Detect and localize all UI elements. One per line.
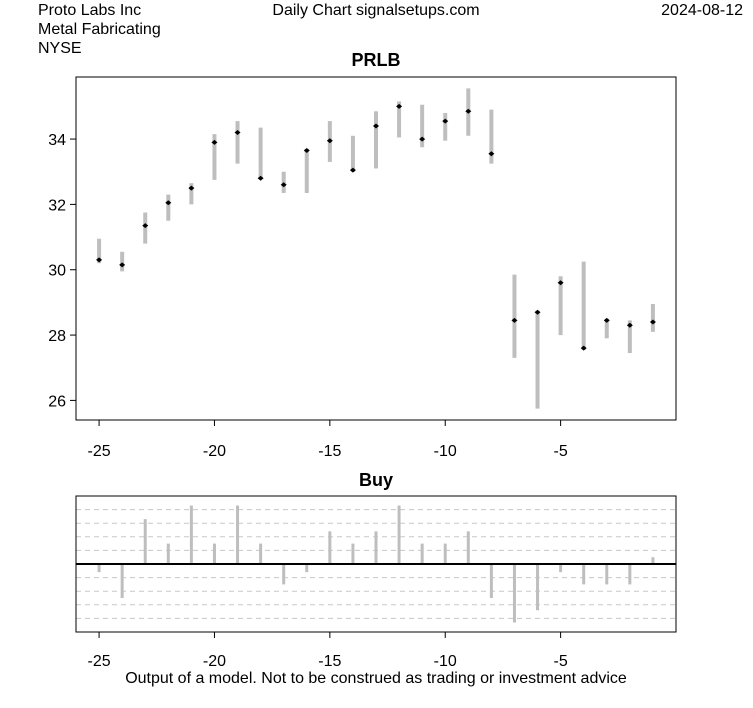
price-bar [373, 111, 379, 169]
price-bar [211, 134, 218, 180]
price-x-axis: -25 -20 -15 -10 -5 [88, 420, 568, 460]
buy-x-axis: -25 -20 -15 -10 -5 [88, 632, 568, 670]
price-bar [557, 276, 564, 336]
x-tick-label: -15 [318, 653, 341, 670]
price-bar [396, 101, 403, 138]
close-marker [119, 262, 126, 268]
x-tick-label: -15 [318, 443, 341, 460]
close-marker [465, 108, 472, 114]
price-bar [534, 309, 541, 409]
buy-panel-frame [75, 495, 677, 633]
price-bar [488, 109, 495, 164]
buy-gridlines [76, 509, 676, 619]
close-marker [211, 139, 218, 145]
price-y-axis: 26 28 30 32 34 [48, 132, 76, 410]
price-bar [165, 194, 172, 221]
price-bar [326, 121, 333, 162]
close-marker [349, 167, 356, 173]
close-marker [280, 182, 287, 188]
price-bar [142, 212, 149, 244]
chart-date: 2024-08-12 [661, 2, 743, 19]
price-panel-frame [75, 76, 677, 421]
close-marker [580, 345, 587, 351]
company-name: Proto Labs Inc [38, 2, 142, 19]
close-marker [96, 257, 103, 263]
price-bar [465, 88, 472, 136]
x-tick-label: -10 [434, 653, 457, 670]
close-marker [396, 103, 403, 109]
close-marker [326, 138, 333, 144]
close-marker [649, 319, 656, 325]
x-tick-label: -20 [203, 653, 226, 670]
y-tick-label: 28 [48, 328, 66, 345]
price-bar [649, 304, 656, 332]
price-bar [419, 104, 426, 148]
x-tick-label: -20 [203, 443, 226, 460]
x-tick-label: -10 [434, 443, 457, 460]
price-bar [303, 148, 310, 193]
close-marker [419, 136, 426, 142]
close-marker [557, 280, 564, 286]
price-bar [119, 251, 126, 272]
price-panel-title: PRLB [352, 50, 401, 70]
close-marker [626, 322, 633, 328]
x-tick-label: -5 [553, 443, 567, 460]
y-tick-label: 34 [48, 132, 66, 149]
price-bar [349, 135, 356, 173]
price-bar [626, 320, 633, 354]
exchange-label: NYSE [38, 40, 82, 57]
price-bar [580, 261, 587, 351]
price-bar [188, 183, 195, 205]
close-marker [257, 175, 264, 181]
buy-panel-title: Buy [359, 470, 393, 490]
close-marker [373, 123, 379, 129]
x-tick-label: -25 [88, 653, 111, 670]
buy-bars [97, 505, 655, 623]
close-marker [188, 185, 195, 191]
close-marker [165, 200, 172, 206]
price-panel: PRLB 26 28 30 32 34 -25 -20 -15 -10 -5 [48, 50, 677, 460]
close-marker [603, 317, 610, 323]
y-tick-label: 32 [48, 197, 66, 214]
close-marker [488, 151, 495, 157]
disclaimer: Output of a model. Not to be construed a… [125, 670, 627, 687]
buy-panel: Buy -25 -20 -15 -10 -5 [75, 470, 677, 670]
price-bar [257, 127, 264, 181]
close-marker [303, 148, 310, 153]
price-bar [280, 171, 287, 193]
y-tick-label: 30 [48, 263, 66, 280]
price-bar [603, 317, 610, 339]
close-marker [534, 309, 541, 315]
close-marker [234, 130, 241, 136]
price-bars [96, 88, 656, 409]
close-marker [511, 317, 518, 323]
close-marker [142, 223, 149, 229]
industry-label: Metal Fabricating [38, 21, 161, 38]
y-tick-label: 26 [48, 393, 66, 410]
x-tick-label: -25 [88, 443, 111, 460]
price-bar [511, 274, 518, 358]
chart-source-title: Daily Chart signalsetups.com [272, 2, 480, 19]
price-bar [234, 121, 241, 164]
x-tick-label: -5 [553, 653, 567, 670]
price-bar [442, 112, 449, 141]
close-marker [442, 118, 449, 124]
price-bar [96, 238, 103, 264]
